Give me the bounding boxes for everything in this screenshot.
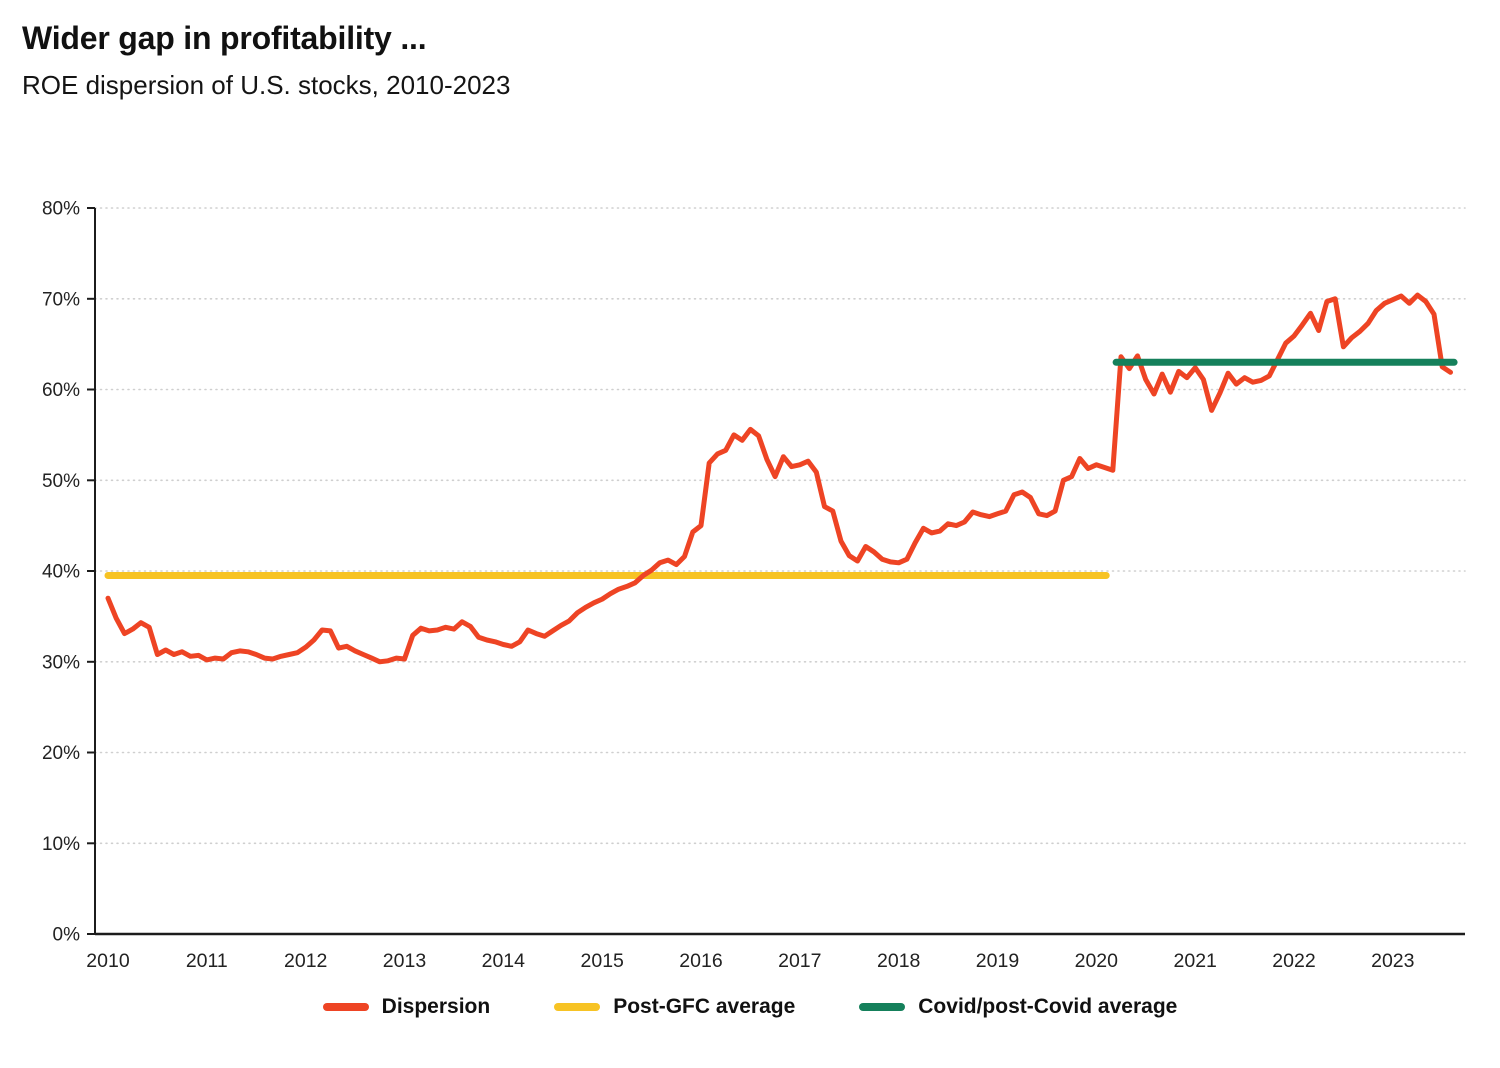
chart-legend: Dispersion Post-GFC average Covid/post-Cov… bbox=[0, 995, 1500, 1019]
x-axis-label: 2011 bbox=[186, 950, 228, 972]
x-axis-label: 2013 bbox=[383, 950, 426, 972]
x-axis-label: 2010 bbox=[86, 950, 130, 972]
chart-svg: 0% 10% 20% 30% 40% 50% 60% 70% 80% 2010 2011 2012 20… bbox=[42, 198, 1466, 972]
y-axis-label: 50% bbox=[42, 471, 80, 492]
dispersion-line bbox=[105, 292, 1453, 665]
y-axis-label: 70% bbox=[42, 289, 80, 310]
x-axis-label: 2015 bbox=[581, 950, 625, 972]
x-axis-label: 2021 bbox=[1174, 950, 1217, 972]
y-axis-label: 40% bbox=[42, 561, 80, 582]
y-axis-label: 80% bbox=[42, 198, 80, 219]
y-axis-label: 10% bbox=[42, 834, 80, 855]
legend-label-dispersion: Dispersion bbox=[381, 994, 491, 1018]
page-subtitle: ROE dispersion of U.S. stocks, 2010-2023 bbox=[22, 69, 511, 100]
chart-header: Wider gap in profitability ... ROE dispe… bbox=[0, 0, 1500, 101]
x-axis-label: 2019 bbox=[976, 950, 1019, 972]
x-axis-label: 2018 bbox=[877, 950, 920, 972]
x-axis-label: 2016 bbox=[679, 950, 722, 972]
legend-item-dispersion: Dispersion bbox=[322, 994, 491, 1019]
legend-swatch-covid-post-covid-average bbox=[859, 1002, 906, 1011]
x-axis-label: 2020 bbox=[1075, 950, 1119, 972]
x-axis-label: 2017 bbox=[778, 950, 821, 972]
y-axis-label: 60% bbox=[42, 380, 80, 401]
legend-label-covid-post-covid-average: Covid/post-Covid average bbox=[918, 994, 1178, 1018]
x-axis-label: 2022 bbox=[1272, 950, 1315, 972]
legend-label-post-gfc-average: Post-GFC average bbox=[613, 994, 796, 1018]
y-axis-label: 30% bbox=[42, 652, 80, 673]
x-axis-label: 2014 bbox=[482, 950, 526, 972]
legend-swatch-dispersion bbox=[322, 1002, 369, 1011]
chart-container: 0% 10% 20% 30% 40% 50% 60% 70% 80% 2010 2011 2012 20… bbox=[0, 153, 1500, 993]
y-axis-label: 20% bbox=[42, 743, 80, 764]
x-axis-label: 2012 bbox=[284, 950, 327, 972]
legend-swatch-post-gfc-average bbox=[554, 1002, 601, 1011]
x-axis-label: 2023 bbox=[1371, 950, 1414, 972]
y-axis-label: 0% bbox=[53, 924, 81, 945]
legend-item-post-gfc-average: Post-GFC average bbox=[554, 995, 795, 1019]
legend-item-covid-post-covid-average: Covid/post-Covid average bbox=[859, 995, 1177, 1019]
page-title: Wider gap in profitability ... bbox=[22, 20, 427, 56]
